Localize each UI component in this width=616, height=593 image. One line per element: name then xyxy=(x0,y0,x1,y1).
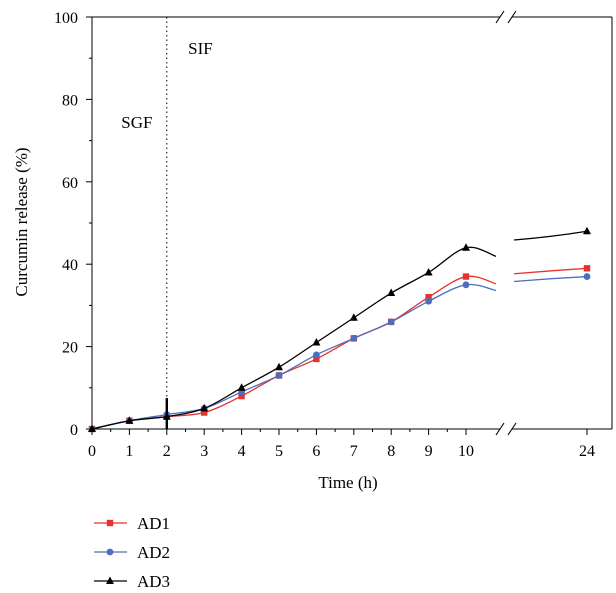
x-tick-label: 2 xyxy=(163,443,171,460)
data-point-ad1 xyxy=(313,355,320,363)
data-point-ad2 xyxy=(387,318,395,326)
series-ad2 xyxy=(88,273,591,433)
data-point-ad3 xyxy=(312,337,321,346)
x-tick-label: 8 xyxy=(387,443,395,460)
y-tick-label: 80 xyxy=(62,92,78,109)
x-axis-label: Time (h) xyxy=(318,473,377,492)
axis-break-mark-top-2 xyxy=(507,10,517,24)
data-point-ad2 xyxy=(275,372,283,379)
data-point-ad2 xyxy=(313,351,320,359)
legend-marker-ad1 xyxy=(106,519,114,527)
legend-marker-ad3 xyxy=(106,576,114,584)
x-tick-label: 5 xyxy=(275,443,283,460)
legend-label-ad1: AD1 xyxy=(137,514,170,533)
data-point-ad2 xyxy=(583,273,591,280)
axis-break-mark-bottom-2 xyxy=(507,422,517,436)
data-point-ad3 xyxy=(583,226,591,235)
annotation-sgf: SGF xyxy=(121,113,152,132)
data-point-ad3 xyxy=(462,243,470,251)
series-line-ad1 xyxy=(91,275,497,430)
data-point-ad2 xyxy=(462,281,470,289)
y-tick-label: 60 xyxy=(62,175,78,192)
data-point-ad3 xyxy=(275,362,283,371)
series-tail-ad1 xyxy=(513,267,588,275)
legend-label-ad2: AD2 xyxy=(137,543,170,562)
legend: AD1 AD2 AD3 xyxy=(94,514,170,591)
data-point-ad3 xyxy=(88,424,96,432)
legend-label-ad3: AD3 xyxy=(137,572,170,591)
y-tick-label: 0 xyxy=(70,422,78,439)
data-point-ad3 xyxy=(125,416,134,424)
y-tick-label: 20 xyxy=(62,340,78,357)
series-tail-ad3 xyxy=(513,230,588,241)
y-tick-label: 100 xyxy=(54,10,78,27)
x-tick-label: 6 xyxy=(312,443,320,460)
data-point-ad3 xyxy=(349,313,358,321)
annotation-sif: SIF xyxy=(188,39,213,58)
series-line-ad2 xyxy=(91,283,497,430)
axis-break-mark-top-1 xyxy=(495,10,505,24)
axes: 0 1 2 3 4 5 6 7 8 9 10 24 0 20 40 60 80 100 SGF SIF xyxy=(54,10,613,460)
data-point-ad1 xyxy=(462,273,470,280)
series-ad3 xyxy=(88,226,591,432)
x-tick-label: 7 xyxy=(350,443,358,460)
series-line-ad3 xyxy=(91,246,497,430)
data-point-ad2 xyxy=(350,334,358,342)
data-point-ad2 xyxy=(425,297,432,305)
y-tick-label: 40 xyxy=(62,257,78,274)
data-point-ad3 xyxy=(424,267,433,276)
legend-marker-ad2 xyxy=(106,548,114,556)
data-point-ad3 xyxy=(237,383,246,391)
data-point-ad1 xyxy=(425,293,432,301)
x-tick-label: 1 xyxy=(125,443,133,460)
data-point-ad1 xyxy=(201,409,208,416)
axis-break-mark-bottom-1 xyxy=(495,422,505,436)
data-point-ad3 xyxy=(200,403,209,412)
series-layer xyxy=(88,226,591,433)
x-tick-label: 24 xyxy=(579,443,595,460)
series-ad1 xyxy=(88,265,591,433)
data-point-ad3 xyxy=(387,288,396,297)
x-tick-label: 4 xyxy=(238,443,246,460)
x-tick-label: 3 xyxy=(200,443,208,460)
x-tick-label: 0 xyxy=(88,443,96,460)
series-tail-ad2 xyxy=(513,275,588,283)
x-tick-label: 10 xyxy=(458,443,474,460)
data-point-ad1 xyxy=(238,392,245,400)
data-point-ad1 xyxy=(583,265,591,272)
x-tick-label: 9 xyxy=(425,443,433,460)
y-axis-label: Curcumin release (%) xyxy=(12,147,31,296)
